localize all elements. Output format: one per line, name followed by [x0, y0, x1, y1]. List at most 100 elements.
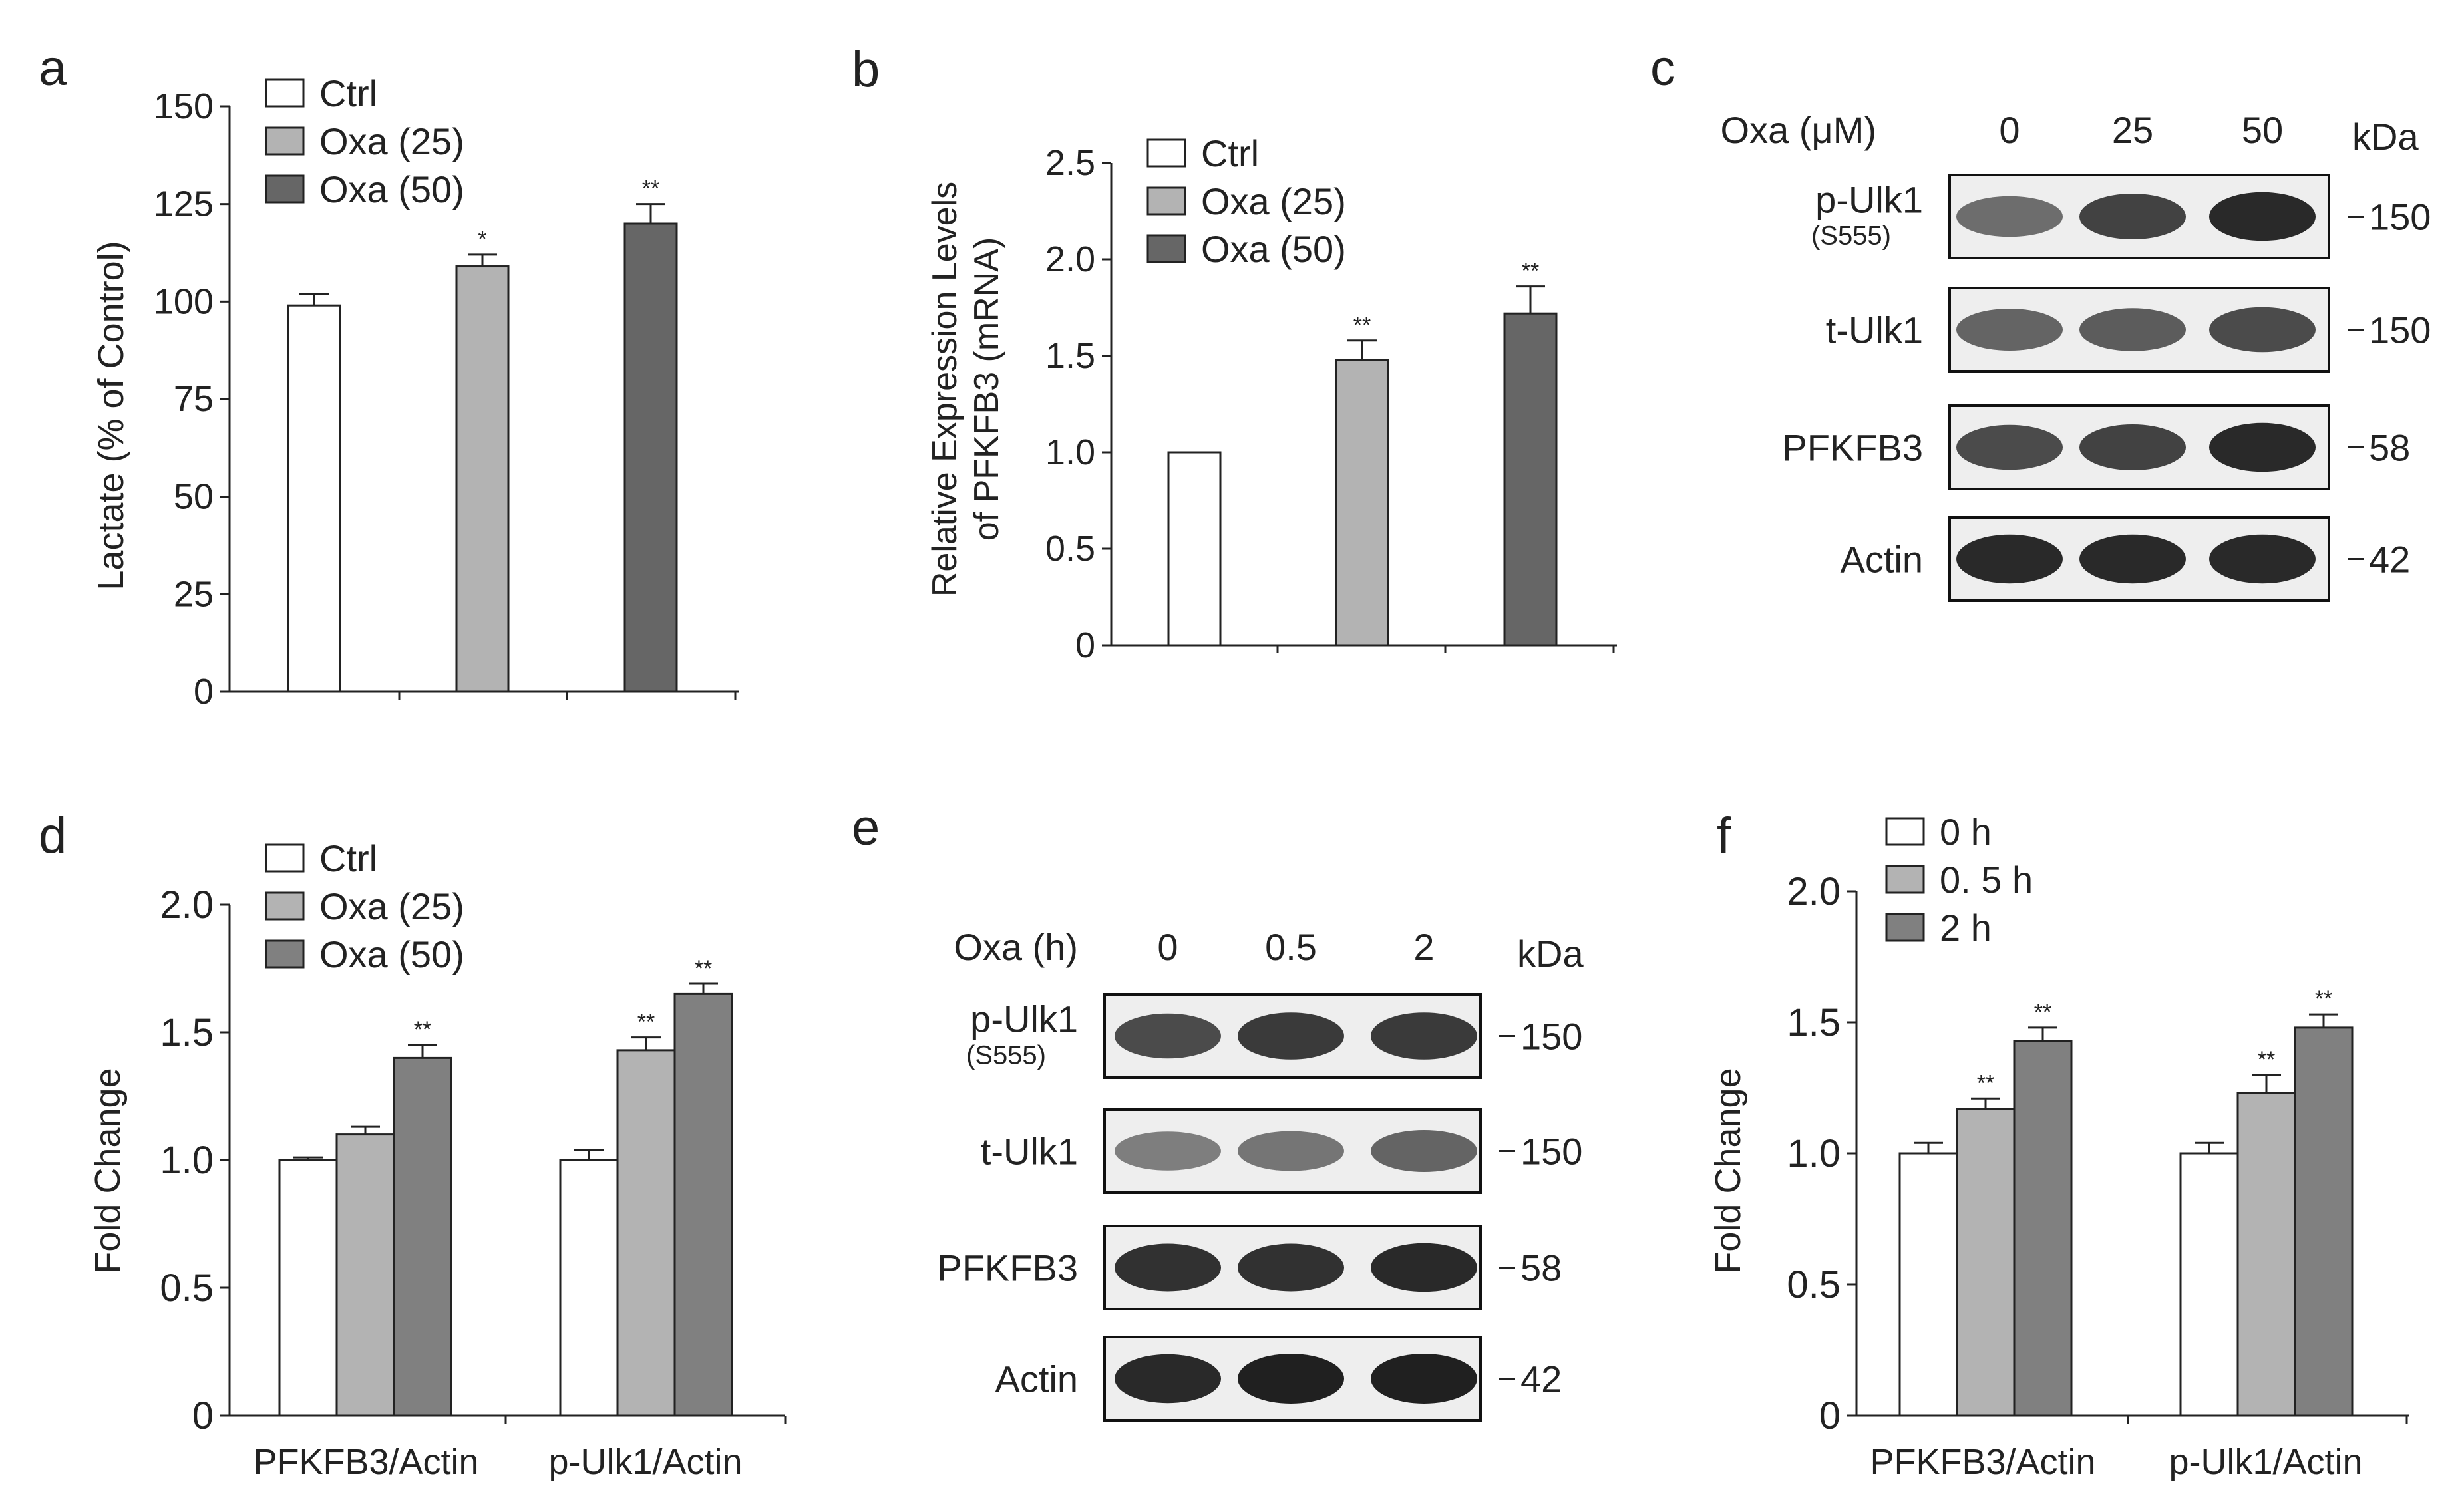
e-blot-band	[1115, 1131, 1221, 1171]
d-ytick-label: 1.5	[160, 1011, 214, 1054]
e-kda-header: kDa	[1517, 933, 1584, 975]
e-blot-band	[1371, 1243, 1477, 1292]
d-sig-marker: **	[695, 956, 712, 981]
d-legend-swatch	[265, 891, 305, 921]
f-sig-marker: **	[2315, 986, 2332, 1012]
a-ytick-label: 75	[174, 379, 214, 419]
panel-letter-b: b	[852, 41, 880, 98]
c-lane-label: 25	[2112, 109, 2153, 151]
f-bar	[2179, 1152, 2239, 1417]
f-legend-label: 2 h	[1940, 907, 1992, 949]
panel-letter-a: a	[39, 40, 67, 96]
panel-letter-d: d	[39, 808, 67, 864]
a-legend-label: Oxa (50)	[319, 168, 464, 210]
d-legend-label: Ctrl	[319, 837, 377, 879]
c-blot-band	[2079, 424, 2186, 470]
c-blot-band	[2209, 534, 2316, 584]
b-ytick-label: 0	[1075, 625, 1095, 665]
a-ytick-label: 100	[154, 281, 214, 321]
ylabel-b-line1: Relative Expression Levels	[926, 182, 964, 597]
e-lane-label: 2	[1413, 926, 1434, 968]
c-blot-band	[1956, 309, 2063, 351]
c-blot-band	[2209, 307, 2316, 353]
c-blot-band	[2079, 194, 2186, 239]
a-ytick-label: 0	[194, 672, 214, 712]
f-ytick-label: 0	[1819, 1394, 1841, 1437]
f-sig-marker: **	[1977, 1070, 1994, 1096]
f-ytick-label: 1.5	[1787, 1001, 1841, 1044]
b-sig-marker: **	[1353, 313, 1371, 338]
b-legend-label: Oxa (50)	[1201, 228, 1346, 270]
a-sig-marker: *	[478, 227, 486, 252]
a-legend-swatch	[265, 126, 305, 156]
e-blot-band	[1115, 1354, 1221, 1404]
c-blot-band	[2209, 422, 2316, 472]
ylabel-a: Lactate (% of Control)	[91, 241, 131, 590]
d-sig-marker: **	[414, 1017, 431, 1042]
f-bar	[2013, 1040, 2073, 1417]
f-legend-swatch	[1885, 817, 1925, 846]
d-legend-swatch	[265, 843, 305, 873]
c-blot-band	[1956, 534, 2063, 584]
d-bar	[278, 1159, 338, 1417]
d-category-label: p-Ulk1/Actin	[548, 1442, 742, 1482]
b-legend-label: Ctrl	[1201, 132, 1259, 174]
b-legend-swatch	[1146, 186, 1186, 216]
c-blot-band	[2209, 192, 2316, 241]
ylabel-b-line2: of PFKFB3 (mRNA)	[968, 237, 1006, 541]
a-ytick-label: 150	[154, 86, 214, 126]
e-blot-band	[1371, 1012, 1477, 1060]
d-ytick-label: 2.0	[160, 883, 214, 927]
e-blot-band	[1238, 1131, 1344, 1171]
e-blot-band	[1115, 1243, 1221, 1292]
c-row-label: Actin	[1841, 539, 1924, 581]
a-sig-marker: **	[642, 176, 659, 202]
a-legend-swatch	[265, 174, 305, 204]
c-blot-band	[1956, 196, 2063, 237]
d-bar	[335, 1133, 395, 1417]
e-blot-band	[1238, 1243, 1344, 1292]
c-kda-value: 58	[2369, 427, 2410, 469]
d-bar	[673, 992, 733, 1417]
b-bar	[1167, 451, 1222, 647]
f-ytick-label: 2.0	[1787, 870, 1841, 913]
c-kda-value: 42	[2369, 539, 2410, 581]
a-ytick-label: 125	[154, 184, 214, 224]
b-legend-label: Oxa (25)	[1201, 180, 1346, 222]
e-row-label: t-Ulk1	[981, 1131, 1078, 1173]
a-ytick-label: 50	[174, 477, 214, 517]
b-legend-swatch	[1146, 138, 1186, 168]
f-sig-marker: **	[2034, 1000, 2051, 1025]
e-row-label: p-Ulk1	[970, 998, 1078, 1040]
e-lane-label: 0.5	[1265, 926, 1317, 968]
d-legend-swatch	[265, 939, 305, 969]
b-bar	[1503, 312, 1558, 647]
f-legend-label: 0 h	[1940, 811, 1992, 853]
c-kda-value: 150	[2369, 309, 2431, 351]
f-category-label: PFKFB3/Actin	[1870, 1442, 2095, 1482]
c-blot-band	[1956, 424, 2063, 470]
b-ytick-label: 2.0	[1045, 239, 1095, 279]
d-bar	[393, 1056, 452, 1417]
e-blot-band	[1115, 1013, 1221, 1059]
a-bar	[623, 222, 678, 693]
e-kda-value: 58	[1520, 1247, 1562, 1289]
c-blot-band	[2079, 534, 2186, 584]
d-sig-marker: **	[637, 1010, 655, 1035]
f-bar	[2236, 1092, 2296, 1417]
a-legend-swatch	[265, 78, 305, 108]
d-legend-label: Oxa (25)	[319, 885, 464, 927]
c-lane-label: 50	[2242, 109, 2283, 151]
e-kda-value: 42	[1520, 1358, 1562, 1400]
a-legend-label: Oxa (25)	[319, 120, 464, 162]
b-ytick-label: 1.5	[1045, 336, 1095, 376]
panel-letter-e: e	[852, 800, 880, 856]
e-row-label: PFKFB3	[937, 1247, 1078, 1289]
e-blot-band	[1238, 1012, 1344, 1060]
e-row-label: Actin	[995, 1358, 1079, 1400]
panel-letter-c: c	[1650, 40, 1675, 96]
d-ytick-label: 0	[192, 1394, 214, 1437]
c-kda-header: kDa	[2352, 116, 2419, 158]
b-sig-marker: **	[1522, 259, 1539, 284]
d-legend-label: Oxa (50)	[319, 933, 464, 975]
